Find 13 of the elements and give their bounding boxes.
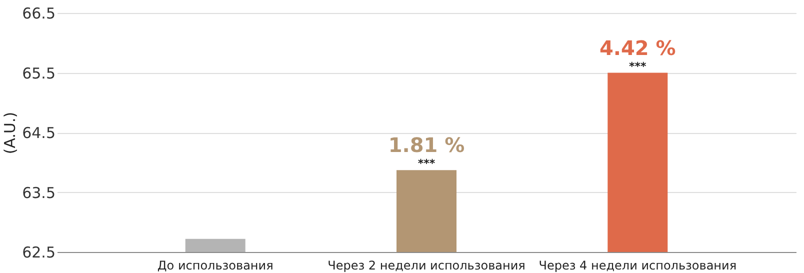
x-tick-label: Через 2 недели использования: [328, 258, 526, 272]
annotation: ***: [418, 157, 436, 170]
y-tick-label: 64.5: [22, 124, 56, 142]
y-tick-label: 65.5: [22, 64, 56, 82]
annotation: ***: [629, 60, 647, 73]
y-tick-label: 62.5: [22, 244, 56, 262]
y-tick-label: 66.5: [22, 4, 56, 22]
annotation: 1.81 %: [388, 133, 465, 158]
y-axis-title: (A.U.): [1, 112, 20, 154]
annotation: 4.42 %: [599, 36, 676, 60]
x-tick-label: До использования: [157, 258, 274, 272]
y-tick-label: 63.5: [22, 184, 56, 202]
x-tick-label: Через 4 недели использования: [538, 258, 737, 272]
